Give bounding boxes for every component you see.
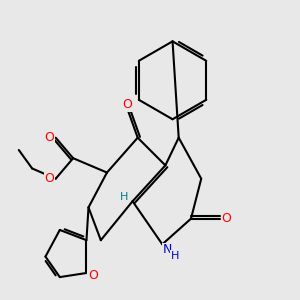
Text: O: O xyxy=(122,98,132,111)
Text: O: O xyxy=(221,212,231,225)
Text: H: H xyxy=(171,250,179,261)
Text: O: O xyxy=(44,131,54,144)
Text: O: O xyxy=(44,172,54,185)
Text: N: N xyxy=(163,243,172,256)
Text: H: H xyxy=(119,192,128,202)
Text: O: O xyxy=(88,269,98,283)
